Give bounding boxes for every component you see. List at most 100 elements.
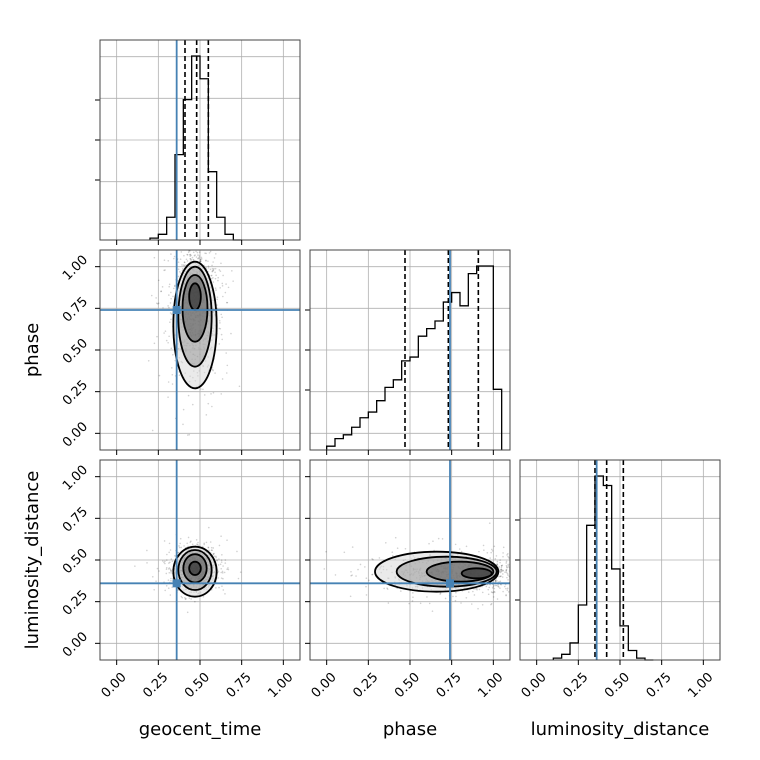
sample-point <box>198 209 200 211</box>
sample-point <box>571 577 573 579</box>
y-tick-label: 0.50 <box>60 336 91 367</box>
sample-point <box>158 570 160 572</box>
sample-point <box>498 566 501 568</box>
sample-point <box>540 563 542 565</box>
sample-point <box>167 579 170 581</box>
y-tick-label: 0.00 <box>60 419 91 450</box>
sample-point <box>224 593 226 595</box>
sample-point <box>157 302 160 304</box>
sample-point <box>497 585 499 588</box>
sample-point <box>203 543 205 546</box>
sample-point <box>494 579 497 581</box>
sample-point <box>544 591 546 593</box>
sample-point <box>499 561 501 564</box>
sample-point <box>610 589 612 591</box>
sample-point <box>493 591 496 593</box>
sample-point <box>215 253 217 255</box>
sample-point <box>197 257 200 260</box>
sample-point <box>187 229 189 231</box>
sample-point <box>163 259 166 262</box>
sample-point <box>195 248 197 250</box>
sample-point <box>541 594 543 596</box>
sample-point <box>189 255 192 257</box>
histogram-step-phase <box>326 265 503 450</box>
panel-content <box>134 526 242 614</box>
sample-point <box>205 259 207 262</box>
sample-point <box>211 274 213 277</box>
density-contour <box>172 545 218 598</box>
sample-point <box>426 596 428 598</box>
sample-point <box>211 405 213 408</box>
x-tick-label: 0.25 <box>560 670 591 701</box>
sample-point <box>559 573 561 575</box>
sample-point <box>201 212 203 214</box>
sample-point <box>221 553 223 556</box>
sample-point <box>206 238 208 240</box>
sample-point <box>526 591 528 593</box>
sample-point <box>565 583 567 585</box>
sample-point <box>531 574 533 576</box>
sample-point <box>231 270 233 272</box>
sample-point <box>529 578 531 580</box>
sample-point <box>191 221 193 223</box>
sample-point <box>189 236 191 238</box>
density-contour <box>172 260 218 390</box>
sample-point <box>162 560 164 562</box>
sample-point <box>238 385 241 388</box>
sample-point <box>207 546 210 549</box>
sample-point <box>206 199 208 201</box>
sample-point <box>192 236 194 238</box>
sample-point <box>183 261 186 264</box>
sample-point <box>560 596 562 598</box>
sample-point <box>533 582 535 584</box>
histogram-panel-geocent_time <box>95 39 301 245</box>
sample-point <box>564 568 566 570</box>
sample-point <box>478 550 480 553</box>
sample-point <box>194 216 196 218</box>
sample-point <box>529 584 531 586</box>
sample-point <box>193 259 195 261</box>
sample-point <box>180 546 182 549</box>
sample-point <box>499 580 502 583</box>
sample-point <box>505 570 508 572</box>
sample-point <box>408 602 410 605</box>
sample-point <box>516 561 518 563</box>
sample-point <box>486 551 489 554</box>
sample-point <box>520 558 522 560</box>
sample-point <box>489 557 491 559</box>
sample-point <box>187 394 190 397</box>
sample-point <box>211 244 213 246</box>
sample-point <box>494 584 497 587</box>
sample-point <box>568 581 570 583</box>
sample-point <box>193 231 195 233</box>
sample-point <box>554 570 556 572</box>
sample-point <box>500 568 502 571</box>
sample-point <box>225 372 228 374</box>
sample-point <box>200 388 202 390</box>
sample-point <box>188 597 191 599</box>
sample-point <box>183 506 185 508</box>
sample-point <box>213 555 216 558</box>
sample-point <box>213 257 216 259</box>
sample-point <box>232 280 234 282</box>
sample-point <box>511 576 513 578</box>
sample-point <box>208 252 211 254</box>
sample-point <box>187 536 190 539</box>
sample-point <box>365 585 367 588</box>
sample-point <box>150 294 153 297</box>
sample-point <box>210 546 213 549</box>
sample-point <box>207 546 210 549</box>
sample-point <box>506 589 509 591</box>
sample-point <box>205 219 207 221</box>
sample-point <box>404 547 407 550</box>
sample-point <box>350 570 352 573</box>
y-tick-label: 0.25 <box>60 588 91 619</box>
sample-point <box>212 269 215 272</box>
sample-point <box>216 298 218 301</box>
x-tick-label: 0.25 <box>140 670 171 701</box>
sample-point <box>164 269 166 271</box>
density-contour <box>374 550 500 593</box>
panel-content <box>147 199 241 508</box>
sample-point <box>545 580 547 582</box>
